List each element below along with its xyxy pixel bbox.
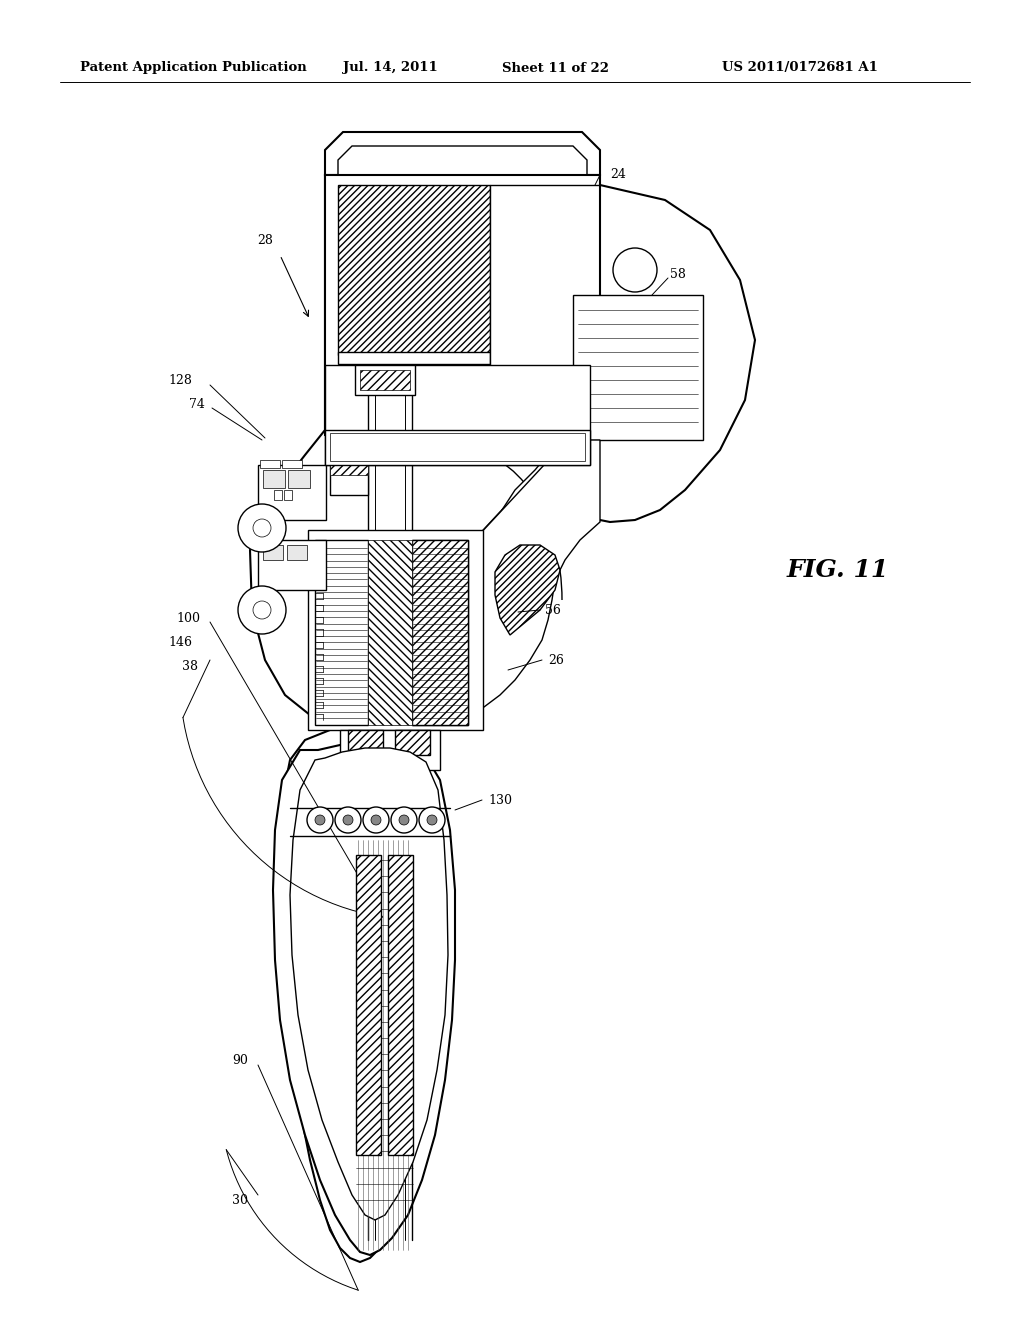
Text: 100: 100 xyxy=(176,611,200,624)
Bar xyxy=(258,465,326,520)
Bar xyxy=(274,490,282,500)
Text: 26: 26 xyxy=(548,653,564,667)
Bar xyxy=(340,730,440,770)
Bar xyxy=(360,370,410,389)
Text: FIG. 11: FIG. 11 xyxy=(786,558,889,582)
Text: 74: 74 xyxy=(189,399,205,412)
Bar xyxy=(412,540,468,725)
Bar xyxy=(356,855,381,1155)
Text: Jul. 14, 2011: Jul. 14, 2011 xyxy=(343,62,437,74)
Bar xyxy=(325,176,600,436)
Bar xyxy=(395,730,430,755)
Text: 130: 130 xyxy=(488,793,512,807)
Circle shape xyxy=(315,814,325,825)
Circle shape xyxy=(238,504,286,552)
Circle shape xyxy=(307,807,333,833)
Bar xyxy=(355,366,415,395)
Text: 56: 56 xyxy=(545,603,561,616)
Bar xyxy=(325,430,590,465)
Text: Sheet 11 of 22: Sheet 11 of 22 xyxy=(502,62,608,74)
Circle shape xyxy=(613,248,657,292)
Polygon shape xyxy=(495,545,560,635)
Bar xyxy=(338,352,490,364)
Circle shape xyxy=(343,814,353,825)
Polygon shape xyxy=(273,742,455,1255)
Bar xyxy=(573,294,703,440)
Text: 58: 58 xyxy=(670,268,686,281)
Bar xyxy=(288,470,310,488)
Bar xyxy=(282,459,302,469)
Text: 38: 38 xyxy=(182,660,198,672)
Circle shape xyxy=(253,519,271,537)
Text: 28: 28 xyxy=(257,234,273,247)
Polygon shape xyxy=(412,540,468,725)
Polygon shape xyxy=(558,185,755,521)
Polygon shape xyxy=(338,147,587,176)
Circle shape xyxy=(371,814,381,825)
Text: 90: 90 xyxy=(232,1053,248,1067)
Circle shape xyxy=(335,807,361,833)
Polygon shape xyxy=(325,132,600,176)
Bar xyxy=(330,433,585,461)
Circle shape xyxy=(253,601,271,619)
Bar xyxy=(260,459,280,469)
Circle shape xyxy=(391,807,417,833)
Bar xyxy=(284,490,292,500)
Circle shape xyxy=(399,814,409,825)
Bar xyxy=(325,366,590,465)
Text: 128: 128 xyxy=(168,374,193,387)
Circle shape xyxy=(362,807,389,833)
Polygon shape xyxy=(315,540,368,725)
Polygon shape xyxy=(498,450,558,579)
Bar xyxy=(348,730,383,755)
Text: US 2011/0172681 A1: US 2011/0172681 A1 xyxy=(722,62,878,74)
Bar xyxy=(263,470,285,488)
Bar xyxy=(287,545,307,560)
Bar xyxy=(490,185,600,436)
Circle shape xyxy=(238,586,286,634)
Bar xyxy=(263,545,283,560)
Circle shape xyxy=(427,814,437,825)
Bar xyxy=(338,185,490,355)
Bar xyxy=(330,465,368,495)
Polygon shape xyxy=(250,176,600,1262)
Circle shape xyxy=(419,807,445,833)
Bar xyxy=(388,855,413,1155)
Polygon shape xyxy=(290,748,449,1220)
Bar xyxy=(258,540,326,590)
Bar xyxy=(330,465,368,475)
Text: 24: 24 xyxy=(610,169,626,181)
Bar xyxy=(308,531,483,730)
Polygon shape xyxy=(462,440,600,719)
Text: Patent Application Publication: Patent Application Publication xyxy=(80,62,307,74)
Text: 146: 146 xyxy=(168,635,193,648)
Bar xyxy=(368,540,412,725)
Text: 30: 30 xyxy=(232,1193,248,1206)
